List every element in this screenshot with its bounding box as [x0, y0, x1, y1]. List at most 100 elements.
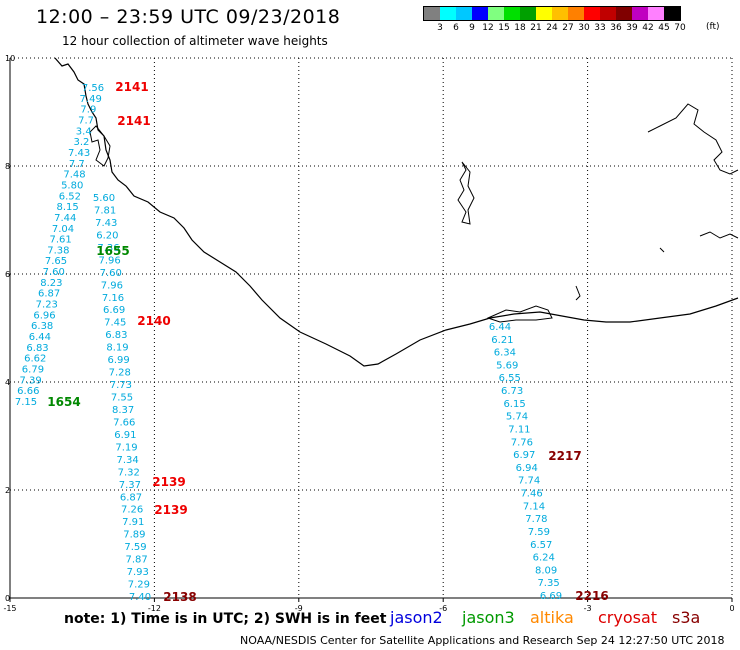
swh-label: 3.2 [73, 137, 89, 148]
x-tick-label: -15 [3, 604, 16, 613]
track-labels: 7.567.497.97.73.43.27.437.77.485.806.528… [15, 83, 562, 603]
credit-line: NOAA/NESDIS Center for Satellite Applica… [240, 634, 725, 647]
swh-label: 6.79 [22, 365, 44, 376]
bay-island-outline [486, 305, 553, 323]
swh-label: 6.94 [516, 463, 538, 474]
swh-label: 7.32 [118, 467, 140, 478]
swh-label: 6.20 [96, 230, 118, 241]
scale-label: 3 [437, 23, 443, 33]
legend-entry: cryosat [598, 608, 658, 627]
swh-label: 6.91 [114, 430, 136, 441]
scale-label: 33 [594, 23, 606, 33]
swh-label: 6.44 [29, 332, 51, 343]
scale-label: 12 [482, 23, 494, 33]
swh-label: 7.43 [68, 148, 90, 159]
swh-label: 7.96 [101, 280, 123, 291]
scale-swatch [456, 7, 472, 20]
swh-label: 8.15 [56, 202, 78, 213]
scale-label: 30 [578, 23, 590, 33]
legend-entry: altika [530, 608, 574, 627]
swh-label: 6.83 [26, 343, 48, 354]
swh-label: 7.38 [47, 245, 69, 256]
pass-time-label: 1654 [47, 395, 80, 409]
swh-label: 7.96 [98, 255, 120, 266]
swh-label: 7.14 [523, 501, 545, 512]
lake-outline [457, 161, 475, 225]
scale-swatch [504, 7, 520, 20]
swh-label: 7.43 [95, 218, 117, 229]
y-tick-label: 4 [5, 378, 10, 387]
swh-label: 7.29 [128, 580, 150, 591]
swh-label: 3.4 [76, 126, 92, 137]
swh-label: 7.93 [127, 567, 149, 578]
swh-label: 5.80 [61, 180, 83, 191]
swh-label: 6.34 [494, 348, 516, 359]
map-title: 12:00 – 23:59 UTC 09/23/2018 [36, 6, 341, 28]
scale-label: 27 [562, 23, 574, 33]
swh-label: 7.74 [518, 476, 540, 487]
coastline [54, 57, 739, 367]
pass-time-label: 2141 [115, 80, 148, 94]
swh-label: 7.7 [69, 159, 85, 170]
swh-label: 7.23 [36, 300, 58, 311]
pass-time-label: 2138 [163, 590, 196, 604]
swh-label: 7.39 [19, 375, 41, 386]
swh-label: 7.9 [80, 105, 96, 116]
swh-label: 7.15 [15, 397, 37, 408]
pass-time-label: 2139 [152, 475, 185, 489]
swh-label: 5.69 [496, 360, 518, 371]
swh-label: 7.91 [122, 517, 144, 528]
scale-swatch [568, 7, 584, 20]
x-tick-label: -12 [148, 604, 161, 613]
color-scale-swatches [423, 6, 681, 21]
swh-label: 7.26 [121, 505, 143, 516]
scale-label: 9 [469, 23, 475, 33]
y-tick-label: 6 [5, 270, 10, 279]
swh-label: 7.49 [80, 94, 102, 105]
swh-label: 6.52 [59, 191, 81, 202]
swh-label: 7.19 [115, 442, 137, 453]
scale-swatch [440, 7, 456, 20]
pass-time-label: 2140 [137, 314, 170, 328]
pass-time-label: 2217 [548, 449, 581, 463]
swh-label: 7.16 [102, 293, 124, 304]
northeast-coast [647, 103, 739, 175]
y-tick-label: 2 [5, 486, 10, 495]
scale-label: 45 [658, 23, 670, 33]
scale-swatch [664, 7, 680, 20]
swh-label: 7.40 [129, 592, 151, 603]
swh-label: 7.04 [52, 224, 74, 235]
scale-label: 70 [674, 23, 686, 33]
swh-label: 6.55 [499, 373, 521, 384]
swh-label: 7.76 [511, 437, 533, 448]
swh-label: 6.62 [24, 354, 46, 365]
legend-entry: jason3 [462, 608, 515, 627]
scale-label: 39 [626, 23, 638, 33]
swh-label: 5.60 [93, 193, 115, 204]
scale-swatch [552, 7, 568, 20]
y-tick-label: 0 [5, 594, 10, 603]
x-tick-label: -9 [295, 604, 303, 613]
scale-swatch [600, 7, 616, 20]
swh-label: 7.65 [45, 256, 67, 267]
scale-label: 21 [530, 23, 542, 33]
map-grid: -15-12-9-6-300246810 [3, 54, 734, 613]
peninsula-outline [89, 125, 111, 167]
scale-label: 18 [514, 23, 526, 33]
swh-label: 7.61 [50, 235, 72, 246]
swh-label: 6.44 [489, 322, 511, 333]
color-scale-labels: 3 6 9 12 15 18 21 24 27 30 33 36 39 42 45 70 [423, 21, 686, 35]
swh-label: 7.35 [537, 578, 559, 589]
scale-label: 6 [453, 23, 459, 33]
scale-swatch [488, 7, 504, 20]
scale-label: 24 [546, 23, 558, 33]
x-tick-label: -6 [439, 604, 447, 613]
map-subtitle: 12 hour collection of altimeter wave hei… [62, 34, 328, 48]
swh-label: 7.45 [104, 318, 126, 329]
swh-label: 6.73 [501, 386, 523, 397]
main-coastline [54, 57, 739, 367]
swh-label: 7.66 [113, 417, 135, 428]
swh-label: 6.66 [17, 386, 39, 397]
y-tick-label: 8 [5, 162, 10, 171]
